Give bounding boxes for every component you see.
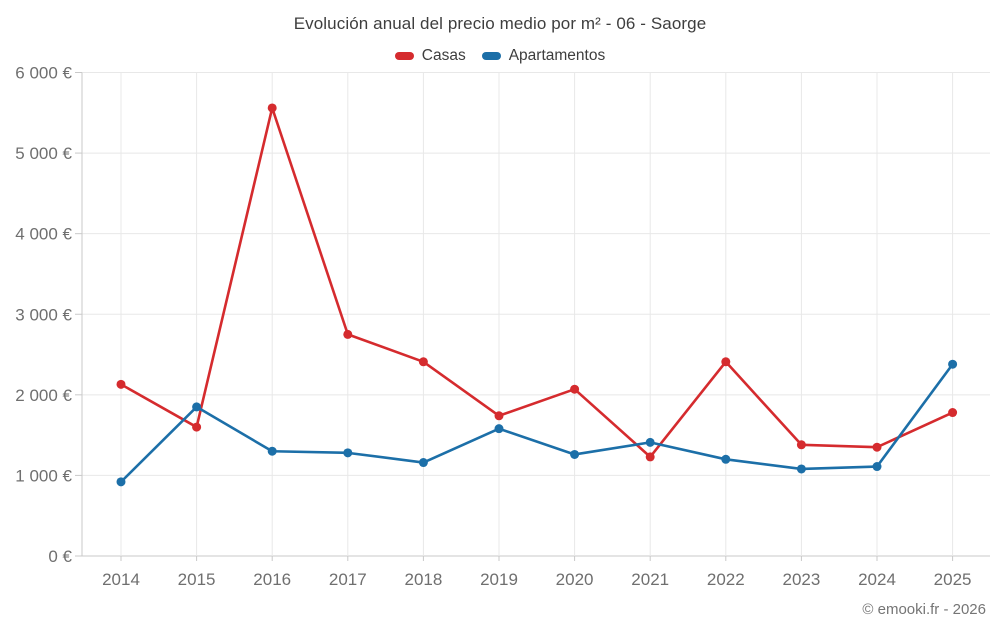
y-tick-label: 4 000 €	[15, 225, 72, 244]
y-tick-label: 3 000 €	[15, 305, 72, 324]
data-point-apartamentos-2021[interactable]	[645, 437, 655, 447]
data-point-casas-2024[interactable]	[872, 442, 882, 452]
casas-swatch-icon	[394, 52, 414, 60]
data-point-apartamentos-2014[interactable]	[116, 477, 126, 487]
data-point-casas-2023[interactable]	[796, 440, 806, 450]
data-point-apartamentos-2020[interactable]	[570, 449, 580, 459]
x-tick-label: 2023	[782, 570, 820, 589]
x-tick-label: 2017	[329, 570, 367, 589]
y-tick-label: 5 000 €	[15, 144, 72, 163]
data-point-apartamentos-2019[interactable]	[494, 424, 504, 434]
series-line-apartamentos	[119, 362, 954, 484]
y-tick-label: 1 000 €	[15, 466, 72, 485]
x-tick-label: 2015	[178, 570, 216, 589]
series-line-casas	[119, 106, 954, 459]
x-tick-label: 2020	[556, 570, 594, 589]
legend-label-casas: Casas	[421, 47, 466, 64]
x-tick-label: 2014	[102, 570, 140, 589]
x-tick-label: 2019	[480, 570, 518, 589]
data-point-casas-2017[interactable]	[343, 329, 353, 339]
y-tick-label: 0 €	[48, 547, 72, 566]
apartamentos-swatch-icon	[481, 52, 501, 60]
legend-item-casas[interactable]: Casas	[394, 47, 466, 65]
x-tick-label: 2022	[707, 570, 745, 589]
legend: Casas Apartamentos	[0, 47, 1000, 65]
data-point-casas-2014[interactable]	[116, 379, 126, 389]
data-point-apartamentos-2017[interactable]	[343, 448, 353, 458]
data-point-casas-2015[interactable]	[192, 422, 202, 432]
data-point-casas-2020[interactable]	[570, 384, 580, 394]
data-point-casas-2021[interactable]	[645, 452, 655, 462]
chart-title: Evolución anual del precio medio por m² …	[293, 14, 707, 33]
x-tick-label: 2016	[253, 570, 291, 589]
data-point-apartamentos-2023[interactable]	[796, 464, 806, 474]
data-point-apartamentos-2015[interactable]	[192, 402, 202, 412]
y-tick-label: 2 000 €	[15, 386, 72, 405]
data-point-apartamentos-2016[interactable]	[267, 446, 277, 456]
data-point-casas-2025[interactable]	[948, 408, 958, 418]
copyright-footer: © emooki.fr - 2026	[862, 601, 986, 618]
legend-item-apartamentos[interactable]: Apartamentos	[481, 47, 606, 65]
legend-label-apartamentos: Apartamentos	[508, 47, 606, 64]
data-point-casas-2018[interactable]	[418, 357, 428, 367]
data-point-casas-2016[interactable]	[267, 103, 277, 113]
x-tick-label: 2025	[934, 570, 972, 589]
data-point-casas-2019[interactable]	[494, 411, 504, 421]
x-tick-label: 2024	[858, 570, 896, 589]
x-tick-label: 2021	[631, 570, 669, 589]
x-tick-label: 2018	[404, 570, 442, 589]
data-point-apartamentos-2024[interactable]	[872, 462, 882, 472]
data-point-apartamentos-2022[interactable]	[721, 454, 731, 464]
data-point-apartamentos-2018[interactable]	[418, 458, 428, 468]
data-point-apartamentos-2025[interactable]	[948, 359, 958, 369]
y-tick-label: 6 000 €	[15, 64, 72, 83]
data-point-casas-2022[interactable]	[721, 357, 731, 367]
